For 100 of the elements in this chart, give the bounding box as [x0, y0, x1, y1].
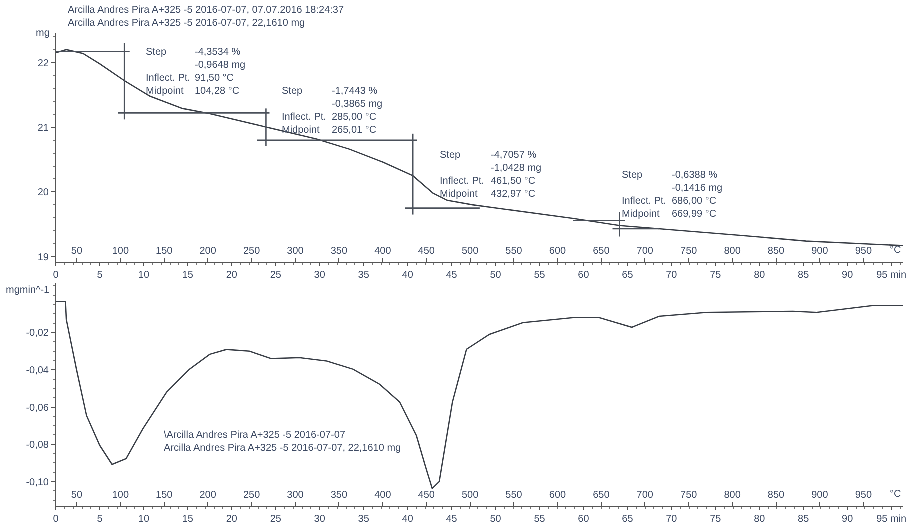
annotation: -4,3534 % -0,9648 mg 91,50 °C 104,28 °C	[195, 47, 246, 97]
x2-tick-label: 200	[200, 246, 217, 257]
x-tick-label: 90	[842, 270, 854, 281]
y-tick-label: -0,04	[26, 366, 50, 376]
x-tick-label: 95 min	[876, 514, 907, 524]
x-tick-label: 35	[358, 514, 370, 524]
x-tick-label: 55	[534, 270, 546, 281]
x-tick-label: 50	[490, 270, 502, 281]
x-tick-label: 55	[534, 514, 546, 524]
x-tick-label: 5	[97, 270, 104, 281]
x-tick-label: 80	[754, 514, 766, 524]
x2-tick-label: 400	[374, 490, 392, 501]
x2-tick-label: 250	[243, 246, 261, 257]
y-tick-label: 20	[38, 188, 50, 199]
x2-tick-label: 600	[549, 246, 567, 257]
x-tick-label: 75	[710, 270, 722, 281]
x2-tick-label: 900	[812, 490, 829, 501]
x2-tick-label: 50	[71, 490, 83, 501]
x2-tick-label: 600	[549, 490, 567, 501]
x-tick-label: 20	[226, 514, 238, 524]
x-tick-label: 40	[402, 270, 414, 281]
x-tick-label: 50	[490, 514, 502, 524]
x-tick-label: 85	[798, 514, 810, 524]
annotation: -1,7443 % -0,3865 mg 285,00 °C 265,01 °C	[332, 86, 383, 136]
x-tick-label: 75	[710, 514, 722, 524]
x2-tick-label: 150	[156, 246, 174, 257]
annotation: -0,6388 % -0,1416 mg 686,00 °C 669,99 °C	[672, 170, 723, 220]
y-tick-label: 19	[38, 252, 50, 264]
annotation: \Arcilla Andres Pira A+325 -5 2016-07-07 Arcilla Andres Pira A+325 -5 2016-07-07, 22,1610 mg	[164, 430, 402, 454]
x2-tick-label: 350	[330, 490, 348, 501]
x-tick-label: 90	[842, 514, 854, 524]
x-tick-label: 15	[182, 270, 194, 281]
x2-tick-label: 750	[680, 246, 698, 257]
y-tick-label: -0,02	[26, 328, 50, 340]
x2-tick-label: 100	[112, 490, 130, 501]
x2-tick-label: 450	[418, 490, 436, 501]
x2-tick-label: 50	[71, 246, 83, 257]
x-tick-label: 25	[270, 270, 282, 281]
text: Step Inflect. Pt. Midpoint	[282, 86, 326, 136]
x-tick-label: 65	[622, 270, 634, 281]
annotation: -4,7057 % -1,0428 mg 461,50 °C 432,97 °C	[491, 150, 542, 200]
x2-tick-label: 500	[462, 246, 480, 257]
x-tick-label: 60	[578, 514, 590, 524]
text: Step Inflect. Pt. Midpoint	[146, 47, 190, 97]
x2-tick-label: 550	[506, 246, 523, 257]
y-tick-label: -0,06	[26, 402, 50, 414]
x-tick-label: 65	[622, 514, 634, 524]
text: Step Inflect. Pt. Midpoint	[440, 150, 484, 200]
x2-tick-label: 800	[724, 246, 742, 257]
x2-tick-label: 950	[855, 246, 872, 257]
x-tick-label: 30	[314, 514, 326, 524]
x2-tick-label: 300	[287, 246, 304, 257]
x-tick-label: 25	[270, 514, 282, 524]
x2-tick-label: 400	[374, 246, 392, 257]
x2-tick-label: 100	[112, 246, 130, 257]
x-tick-label: 15	[182, 514, 194, 524]
x-tick-label: 20	[226, 270, 238, 281]
chart-title: Arcilla Andres Pira A+325 -5 2016-07-07, 07.07.2016 18:24:37 Arcilla Andres Pira A+325 -5 2016-07-07, 22,1610 mg	[68, 5, 344, 29]
x-tick-label: 35	[358, 270, 370, 281]
x-tick-label: 0	[53, 270, 60, 281]
x-tick-label: 10	[138, 514, 150, 524]
x2-tick-label: 650	[593, 490, 610, 501]
x2-axis-title: °C	[890, 245, 902, 256]
x2-tick-label: 150	[156, 490, 174, 501]
x2-tick-label: 650	[593, 246, 610, 257]
x-tick-label: 70	[666, 514, 678, 524]
x-tick-label: 30	[314, 270, 326, 281]
x2-tick-label: 950	[855, 490, 872, 501]
y-tick-label: -0,10	[26, 477, 50, 488]
x2-tick-label: 750	[680, 490, 698, 501]
x-tick-label: 40	[402, 514, 414, 524]
x2-tick-label: 350	[330, 246, 348, 257]
x2-tick-label: 850	[768, 246, 786, 257]
y-tick-label: 22	[38, 58, 50, 70]
text: Step Inflect. Pt. Midpoint	[622, 170, 666, 220]
x2-tick-label: 300	[287, 490, 304, 501]
x2-tick-label: 700	[636, 246, 654, 257]
x2-tick-label: 550	[506, 490, 523, 501]
x-tick-label: 0	[53, 514, 60, 524]
x2-tick-label: 200	[200, 490, 217, 501]
x2-tick-label: 800	[724, 490, 742, 501]
x-tick-label: 10	[138, 270, 150, 281]
x-tick-label: 45	[446, 270, 458, 281]
y-tick-label: -0,08	[26, 440, 50, 452]
x-tick-label: 45	[446, 514, 458, 524]
x-tick-label: 85	[798, 270, 810, 281]
x-tick-label: 70	[666, 270, 678, 281]
x2-tick-label: 250	[243, 490, 261, 501]
x2-tick-label: 500	[462, 490, 480, 501]
x2-tick-label: 700	[636, 490, 654, 501]
x2-tick-label: 450	[418, 246, 436, 257]
x-tick-label: 5	[97, 514, 104, 524]
x-tick-label: 95 min	[876, 270, 907, 281]
x2-tick-label: 900	[812, 246, 829, 257]
y-axis-title: mgmin^-1	[6, 285, 50, 296]
y-axis-title: mg	[36, 28, 50, 39]
y-tick-label: 21	[38, 122, 50, 134]
x-tick-label: 60	[578, 270, 590, 281]
x2-tick-label: 850	[768, 490, 786, 501]
x2-axis-title: °C	[890, 489, 902, 500]
